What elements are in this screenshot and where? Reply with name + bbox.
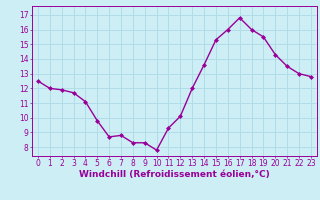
X-axis label: Windchill (Refroidissement éolien,°C): Windchill (Refroidissement éolien,°C) <box>79 170 270 179</box>
